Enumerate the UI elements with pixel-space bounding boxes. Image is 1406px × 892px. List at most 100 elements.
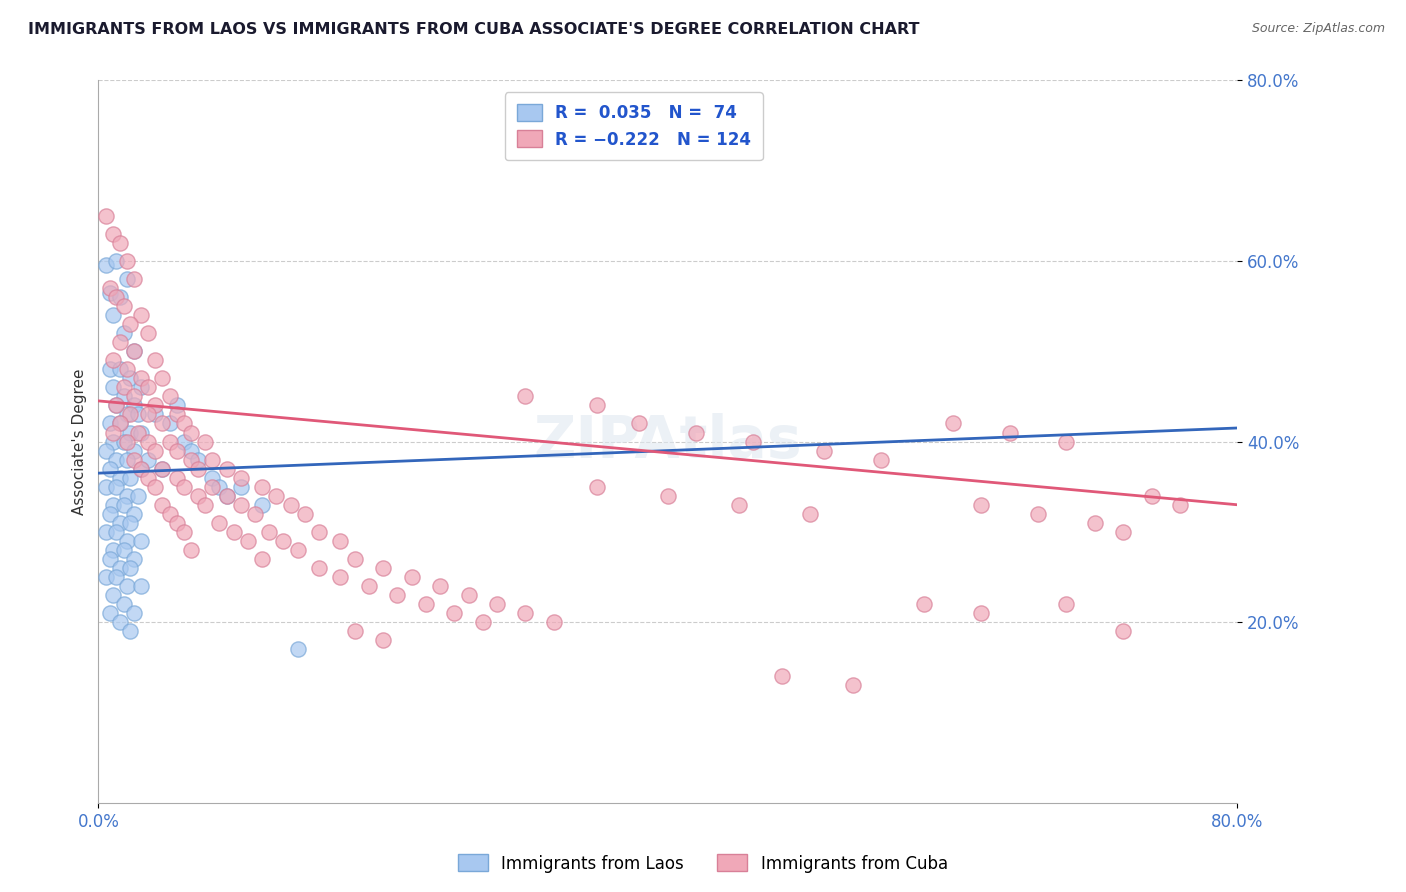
Point [101,353,124,368]
Point [115,434,138,449]
Point [118,371,141,385]
Point [229,480,252,494]
Point [136,471,159,485]
Point [136,434,159,449]
Point [118,317,141,331]
Point [101,380,124,394]
Point [373,633,395,648]
Point [108,235,131,250]
Point [443,606,465,620]
Point [471,615,494,630]
Point [1140,489,1163,503]
Point [329,533,352,548]
Point [122,452,145,467]
Point [387,588,409,602]
Point [122,507,145,521]
Point [104,480,127,494]
Point [201,480,224,494]
Point [215,489,238,503]
Point [187,452,209,467]
Point [429,579,451,593]
Point [108,362,131,376]
Point [1026,507,1049,521]
Point [159,417,181,431]
Point [145,398,167,412]
Point [208,516,231,530]
Point [180,452,202,467]
Point [98,417,121,431]
Point [187,489,209,503]
Point [942,417,965,431]
Point [1084,516,1107,530]
Point [742,434,765,449]
Point [287,542,309,557]
Point [115,533,138,548]
Point [166,516,188,530]
Point [122,344,145,359]
Point [122,398,145,412]
Point [129,380,152,394]
Point [728,498,751,512]
Point [294,507,316,521]
Point [94,570,117,584]
Point [343,624,366,639]
Point [118,561,141,575]
Point [259,524,281,539]
Point [166,408,188,422]
Point [122,389,145,403]
Point [152,371,174,385]
Point [118,471,141,485]
Point [127,408,149,422]
Point [94,480,117,494]
Legend: Immigrants from Laos, Immigrants from Cuba: Immigrants from Laos, Immigrants from Cu… [451,847,955,880]
Point [104,290,127,304]
Point [813,443,835,458]
Point [118,516,141,530]
Point [136,452,159,467]
Point [98,461,121,475]
Point [152,461,174,475]
Point [159,434,181,449]
Point [308,524,330,539]
Legend: R =  0.035   N =  74, R = −0.222   N = 124: R = 0.035 N = 74, R = −0.222 N = 124 [505,92,762,161]
Point [194,498,217,512]
Point [129,308,152,322]
Point [101,227,124,241]
Point [250,498,273,512]
Point [108,290,131,304]
Point [229,471,252,485]
Point [280,498,302,512]
Point [229,498,252,512]
Point [101,308,124,322]
Point [118,425,141,440]
Point [273,533,295,548]
Point [104,254,127,268]
Point [129,461,152,475]
Point [104,398,127,412]
Point [115,408,138,422]
Point [94,524,117,539]
Point [1056,597,1078,611]
Point [215,489,238,503]
Point [129,533,152,548]
Point [152,417,174,431]
Point [115,452,138,467]
Point [1170,498,1192,512]
Point [457,588,479,602]
Point [101,498,124,512]
Point [685,425,707,440]
Point [215,461,238,475]
Point [585,480,607,494]
Point [180,542,202,557]
Point [104,398,127,412]
Point [145,480,167,494]
Point [201,452,224,467]
Point [98,606,121,620]
Point [173,417,195,431]
Point [129,371,152,385]
Point [152,498,174,512]
Point [108,471,131,485]
Point [115,254,138,268]
Point [115,489,138,503]
Point [112,299,135,313]
